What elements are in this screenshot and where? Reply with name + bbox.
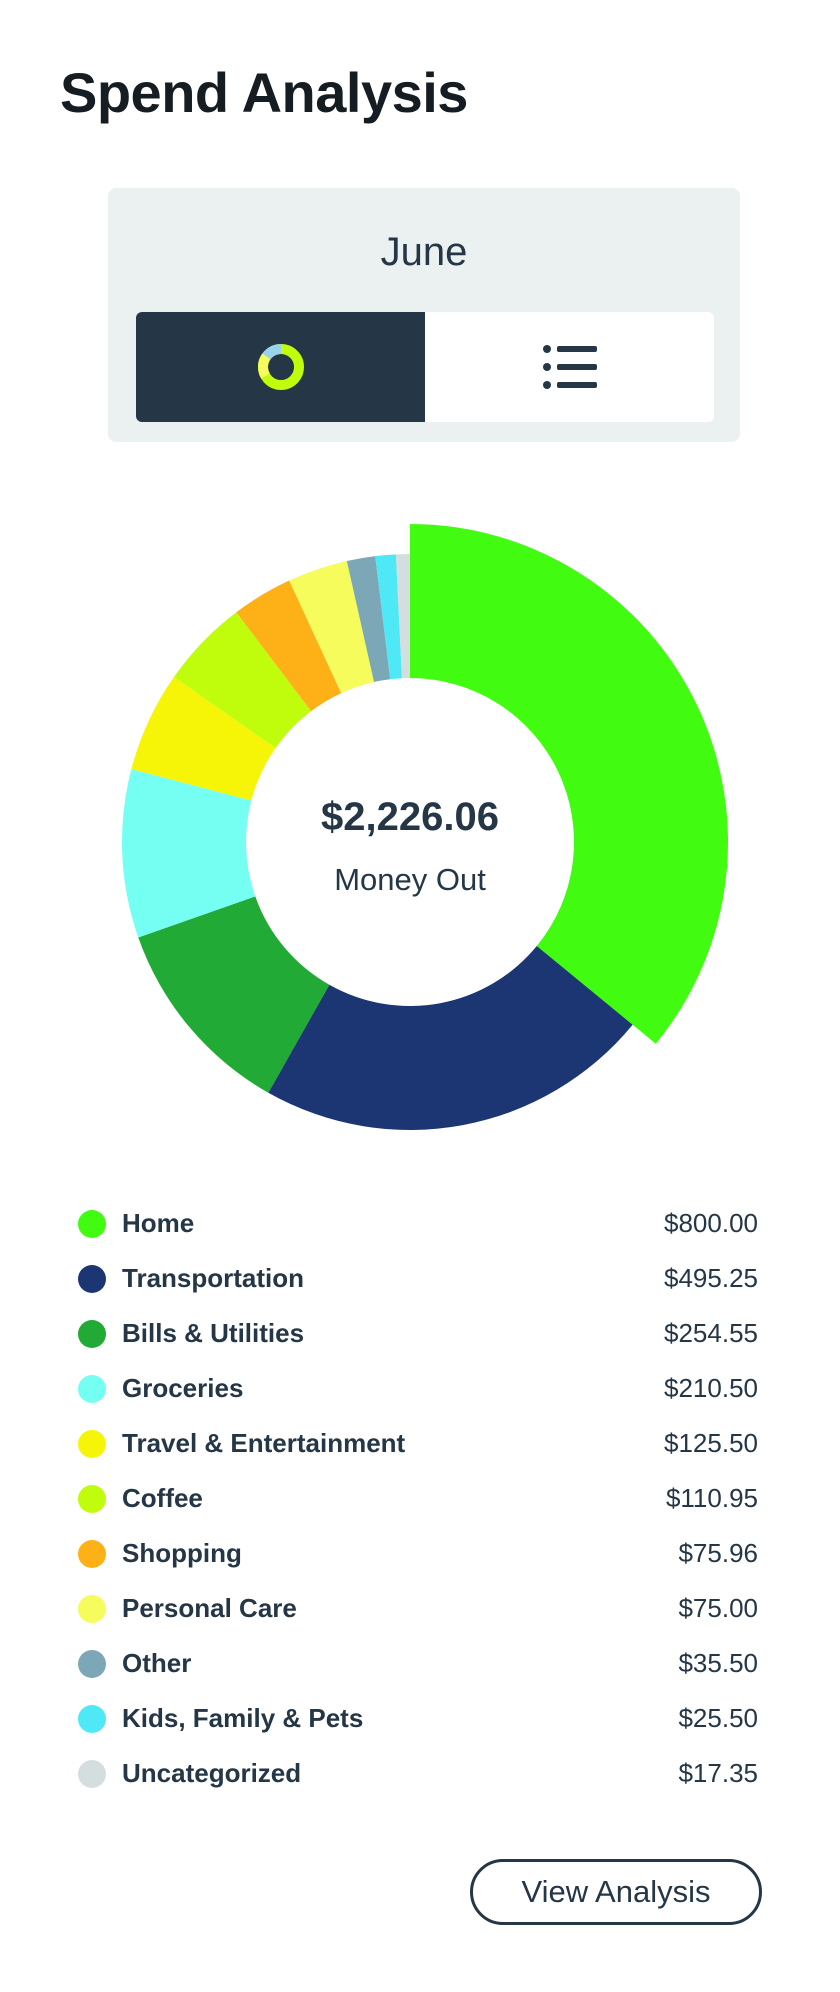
- legend-color-swatch: [78, 1704, 106, 1733]
- chart-view-button[interactable]: [136, 312, 425, 422]
- legend-item[interactable]: Transportation $495.25: [78, 1251, 758, 1306]
- legend-color-swatch: [78, 1429, 106, 1458]
- legend-item[interactable]: Shopping $75.96: [78, 1526, 758, 1581]
- legend-category-name: Transportation: [122, 1263, 305, 1293]
- legend-category-amount: $125.50: [664, 1428, 758, 1458]
- legend-color-swatch: [78, 1759, 106, 1788]
- legend-color-swatch: [78, 1319, 106, 1348]
- page-title: Spend Analysis: [60, 61, 468, 124]
- donut-slice-groceries[interactable]: [121, 769, 256, 938]
- legend-category-amount: $17.35: [678, 1758, 758, 1788]
- legend-item[interactable]: Groceries $210.50: [78, 1361, 758, 1416]
- legend-category-amount: $75.96: [678, 1538, 758, 1568]
- legend-category-name: Kids, Family & Pets: [122, 1703, 364, 1733]
- legend-category-amount: $75.00: [678, 1593, 758, 1623]
- legend-category-name: Travel & Entertainment: [122, 1428, 406, 1458]
- legend-item[interactable]: Uncategorized $17.35: [78, 1746, 758, 1801]
- legend-category-amount: $35.50: [678, 1648, 758, 1678]
- legend-item[interactable]: Travel & Entertainment $125.50: [78, 1416, 758, 1471]
- list-icon: [542, 345, 597, 389]
- donut-slice-travel-entertainment[interactable]: [131, 676, 276, 801]
- legend-item[interactable]: Bills & Utilities $254.55: [78, 1306, 758, 1361]
- legend-color-swatch: [78, 1209, 106, 1238]
- donut-slice-other[interactable]: [346, 556, 391, 682]
- legend-item[interactable]: Home $800.00: [78, 1196, 758, 1251]
- donut-slice-transportation[interactable]: [268, 946, 633, 1130]
- legend-color-swatch: [78, 1484, 106, 1513]
- legend-category-amount: $254.55: [664, 1318, 758, 1348]
- donut-slice-home[interactable]: [410, 524, 728, 1044]
- legend-item[interactable]: Kids, Family & Pets $25.50: [78, 1691, 758, 1746]
- legend-item[interactable]: Other $35.50: [78, 1636, 758, 1691]
- legend-color-swatch: [78, 1649, 106, 1678]
- legend-category-amount: $210.50: [664, 1373, 758, 1403]
- donut-slice-personal-care[interactable]: [289, 561, 375, 694]
- legend-category-name: Bills & Utilities: [122, 1318, 305, 1348]
- legend-category-amount: $25.50: [678, 1703, 758, 1733]
- list-view-button[interactable]: [425, 312, 714, 422]
- donut-slice-bills-utilities[interactable]: [138, 896, 330, 1093]
- view-analysis-button[interactable]: View Analysis: [470, 1859, 762, 1925]
- legend-item[interactable]: Personal Care $75.00: [78, 1581, 758, 1636]
- donut-slice-uncategorized[interactable]: [395, 554, 410, 679]
- spend-donut-chart: [0, 510, 840, 1170]
- category-legend: Home $800.00 Transportation $495.25 Bills & …: [78, 1196, 758, 1801]
- legend-color-swatch: [78, 1374, 106, 1403]
- legend-category-name: Other: [122, 1648, 192, 1678]
- donut-slice-coffee[interactable]: [174, 612, 312, 748]
- legend-category-amount: $495.25: [664, 1263, 758, 1293]
- legend-color-swatch: [78, 1264, 106, 1293]
- view-toggle: [136, 312, 714, 422]
- legend-category-amount: $800.00: [664, 1208, 758, 1238]
- legend-color-swatch: [78, 1594, 106, 1623]
- legend-category-name: Shopping: [122, 1538, 242, 1568]
- month-selector-card: June: [108, 188, 740, 442]
- donut-chart-icon: [257, 343, 304, 390]
- legend-category-name: Home: [122, 1208, 195, 1238]
- legend-category-name: Groceries: [122, 1373, 244, 1403]
- donut-slice-shopping[interactable]: [236, 580, 342, 712]
- legend-category-name: Coffee: [122, 1483, 203, 1513]
- legend-color-swatch: [78, 1539, 106, 1568]
- total-label: Money Out: [334, 862, 486, 897]
- legend-category-name: Personal Care: [122, 1593, 297, 1623]
- legend-item[interactable]: Coffee $110.95: [78, 1471, 758, 1526]
- legend-category-name: Uncategorized: [122, 1758, 302, 1788]
- total-amount: $2,226.06: [321, 795, 499, 839]
- month-label[interactable]: June: [380, 230, 468, 274]
- donut-slice-kids-family-pets[interactable]: [375, 554, 402, 680]
- legend-category-amount: $110.95: [665, 1483, 758, 1513]
